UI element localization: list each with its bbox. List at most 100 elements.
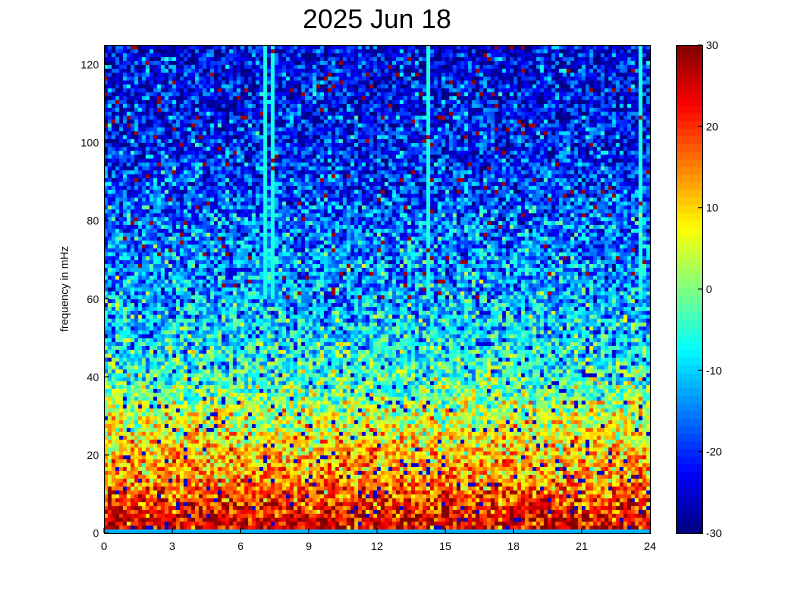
heatmap-cell [438,498,442,502]
heatmap-cell [347,428,351,432]
heatmap-cell [578,424,582,428]
heatmap-cell [290,521,294,525]
heatmap-cell [195,408,199,412]
heatmap-cell [350,459,354,463]
heatmap-cell [168,498,172,502]
heatmap-cell [112,474,116,478]
heatmap-cell [430,455,434,459]
heatmap-cell [115,424,119,428]
heatmap-cell [578,471,582,475]
heatmap-cell [131,486,135,490]
heatmap-cell [244,467,248,471]
heatmap-cell [589,525,593,529]
heatmap-cell [502,451,506,455]
heatmap-cell [294,416,298,420]
heatmap-cell [191,510,195,514]
heatmap-cell [597,439,601,443]
heatmap-cell [131,513,135,517]
heatmap-cell [426,455,430,459]
heatmap-cell [392,424,396,428]
heatmap-cell [620,424,624,428]
heatmap-cell [639,525,643,529]
heatmap-cell [551,502,555,506]
heatmap-cell [642,490,646,494]
heatmap-cell [184,498,188,502]
heatmap-cell [491,428,495,432]
heatmap-cell [642,455,646,459]
heatmap-cell [449,400,453,404]
heatmap-cell [339,459,343,463]
heatmap-cell [278,517,282,521]
heatmap-cell [464,525,468,529]
heatmap-cell [214,463,218,467]
heatmap-cell [517,510,521,514]
heatmap-cell [457,525,461,529]
heatmap-cell [521,478,525,482]
heatmap-cell [498,447,502,451]
heatmap-cell [464,404,468,408]
heatmap-cell [332,486,336,490]
heatmap-cell [271,467,275,471]
heatmap-cell [324,510,328,514]
heatmap-cell [347,447,351,451]
heatmap-cell [544,478,548,482]
heatmap-cell [536,424,540,428]
heatmap-cell [267,506,271,510]
heatmap-cell [502,502,506,506]
heatmap-cell [150,451,154,455]
heatmap-cell [627,471,631,475]
heatmap-cell [449,521,453,525]
heatmap-cell [642,404,646,408]
heatmap-cell [301,471,305,475]
heatmap-cell [294,471,298,475]
heatmap-cell [574,408,578,412]
heatmap-cell [423,443,427,447]
heatmap-cell [612,420,616,424]
heatmap-cell [153,506,157,510]
heatmap-cell [563,498,567,502]
heatmap-cell [168,443,172,447]
heatmap-cell [612,482,616,486]
heatmap-cell [290,510,294,514]
heatmap-cell [631,439,635,443]
heatmap-cell [487,467,491,471]
heatmap-cell [514,513,518,517]
heatmap-cell [282,459,286,463]
heatmap-cell [502,412,506,416]
heatmap-cell [616,447,620,451]
heatmap-cell [203,494,207,498]
heatmap-cell [419,424,423,428]
heatmap-cell [479,471,483,475]
heatmap-cell [407,506,411,510]
heatmap-cell [593,420,597,424]
heatmap-cell [241,467,245,471]
heatmap-cell [491,432,495,436]
heatmap-cell [635,412,639,416]
heatmap-cell [138,502,142,506]
heatmap-cell [108,498,112,502]
heatmap-cell [377,412,381,416]
heatmap-cell [449,502,453,506]
heatmap-cell [639,412,643,416]
heatmap-cell [502,478,506,482]
heatmap-cell [419,513,423,517]
heatmap-cell [134,482,138,486]
heatmap-cell [601,408,605,412]
heatmap-cell [506,420,510,424]
heatmap-cell [195,498,199,502]
heatmap-cell [218,478,222,482]
heatmap-cell [396,498,400,502]
heatmap-cell [449,404,453,408]
heatmap-cell [199,400,203,404]
heatmap-cell [483,412,487,416]
heatmap-cell [123,478,127,482]
heatmap-cell [498,432,502,436]
heatmap-cell [131,447,135,451]
heatmap-cell [252,517,256,521]
heatmap-cell [445,510,449,514]
heatmap-cell [168,408,172,412]
heatmap-cell [423,459,427,463]
heatmap-cell [548,502,552,506]
heatmap-cell [620,482,624,486]
heatmap-cell [434,471,438,475]
